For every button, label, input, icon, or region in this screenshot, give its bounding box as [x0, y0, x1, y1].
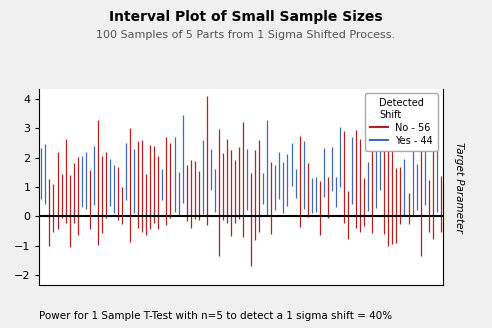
Text: Interval Plot of Small Sample Sizes: Interval Plot of Small Sample Sizes [109, 10, 383, 24]
Y-axis label: Target Parameter: Target Parameter [454, 142, 464, 232]
Text: Power for 1 Sample T-Test with n=5 to detect a 1 sigma shift = 40%: Power for 1 Sample T-Test with n=5 to de… [39, 312, 393, 321]
Text: 100 Samples of 5 Parts from 1 Sigma Shifted Process.: 100 Samples of 5 Parts from 1 Sigma Shif… [96, 30, 396, 39]
Legend: No - 56, Yes - 44: No - 56, Yes - 44 [365, 93, 438, 151]
